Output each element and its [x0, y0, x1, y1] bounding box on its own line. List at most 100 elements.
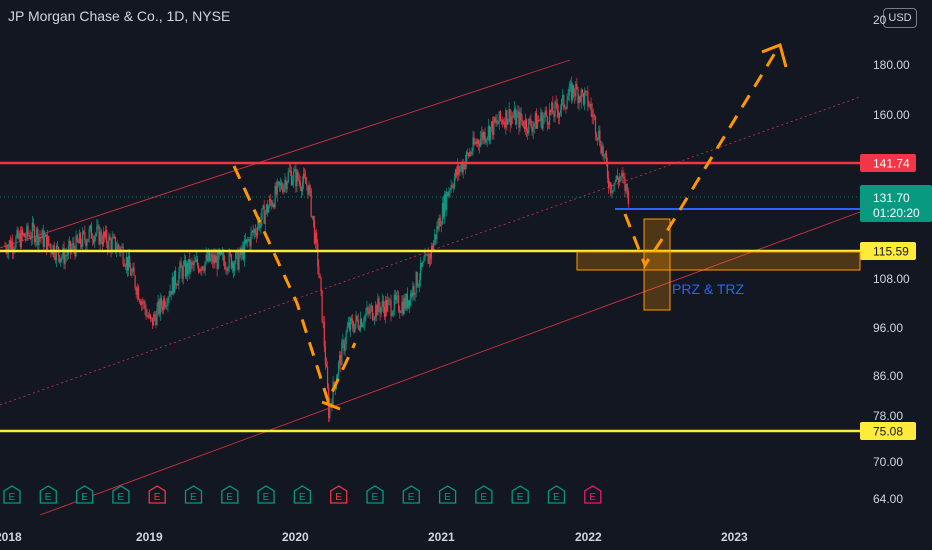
candle-body: [28, 234, 30, 236]
currency-button[interactable]: USD: [883, 8, 917, 28]
candle-body: [614, 181, 616, 184]
candle-body: [344, 343, 346, 351]
candle-body: [90, 225, 92, 239]
candle-body: [146, 315, 148, 317]
earnings-marker[interactable]: [39, 485, 57, 504]
candle-body: [62, 247, 64, 257]
candle-body: [475, 142, 477, 144]
earnings-marker[interactable]: [148, 485, 166, 504]
candle-body: [466, 152, 469, 154]
earnings-marker[interactable]: [330, 485, 348, 504]
candle-body: [204, 261, 206, 271]
candle-body: [19, 233, 21, 248]
candle-body: [275, 186, 277, 195]
prz-zone-horizontal[interactable]: [576, 251, 861, 271]
earnings-marker[interactable]: [438, 485, 457, 504]
candle-body: [483, 132, 485, 141]
candle-body: [228, 252, 230, 269]
candle-body: [141, 301, 143, 305]
candle-body: [422, 262, 424, 267]
candle-body: [428, 254, 430, 264]
candle-body: [489, 127, 492, 140]
candle-body: [450, 185, 452, 190]
candle-body: [68, 241, 71, 247]
candle-body: [562, 94, 564, 100]
candle-body: [389, 299, 391, 301]
earnings-marker[interactable]: [3, 485, 21, 504]
level-label: 115.59: [873, 245, 909, 259]
candle-body: [353, 327, 355, 332]
candle-body: [376, 304, 378, 316]
candle-body: [76, 235, 78, 241]
candle-body: [169, 290, 171, 297]
candle-body: [324, 346, 326, 365]
candle-body: [413, 285, 415, 295]
candle-body: [55, 245, 57, 261]
candle-body: [571, 84, 574, 100]
level-label: 75.08: [873, 425, 903, 439]
earnings-marker[interactable]: [547, 485, 566, 504]
candle-body: [203, 269, 205, 271]
earnings-marker[interactable]: [75, 485, 94, 504]
candle-body: [600, 144, 602, 154]
candle-body: [124, 266, 126, 267]
price-axis: 20 180.00 160.00 108.00 96.00 86.00 78.00 70.00…: [873, 13, 910, 506]
candle-body: [342, 340, 344, 343]
candle-body: [559, 109, 562, 114]
candle-body: [174, 270, 177, 285]
candle-body: [530, 119, 532, 127]
candle-body: [570, 83, 573, 100]
candle-body: [173, 270, 176, 294]
projection-path-future[interactable]: [623, 47, 780, 269]
earnings-marker[interactable]: [293, 485, 312, 504]
candle-body: [569, 83, 571, 87]
candle-body: [337, 362, 340, 376]
channel-lower[interactable]: [39, 211, 861, 516]
earnings-marker[interactable]: [584, 485, 602, 504]
earnings-marker[interactable]: [475, 485, 493, 504]
earnings-marker[interactable]: [402, 485, 420, 504]
candle-body: [289, 170, 292, 172]
candle-body: [239, 248, 241, 258]
candle-body: [189, 258, 191, 272]
candle-body: [215, 256, 217, 263]
candle-body: [59, 255, 61, 263]
candle-body: [224, 260, 226, 269]
projection-path-past[interactable]: [232, 165, 357, 406]
candle-body: [448, 190, 450, 196]
candle-body: [154, 314, 156, 317]
prz-zone-vertical[interactable]: [643, 218, 671, 311]
candle-body: [415, 272, 417, 294]
candle-body: [167, 297, 169, 306]
candle-body: [442, 202, 445, 217]
candle-body: [505, 110, 507, 128]
candle-body: [103, 232, 106, 238]
candle-body: [529, 118, 531, 120]
candle-body: [429, 254, 431, 259]
candle-body: [152, 317, 154, 326]
earnings-marker[interactable]: [511, 485, 529, 504]
channel-upper[interactable]: [0, 59, 571, 249]
candle-body: [577, 89, 579, 104]
candle-body: [78, 233, 80, 244]
earnings-marker[interactable]: [257, 485, 275, 504]
candle-body: [481, 132, 483, 139]
time-tick: 2023: [721, 530, 748, 544]
candle-body: [205, 254, 207, 262]
candle-body: [480, 138, 482, 147]
earnings-marker[interactable]: [184, 485, 203, 504]
candle-body: [351, 318, 353, 321]
candle-body: [80, 244, 83, 247]
earnings-marker[interactable]: [112, 485, 130, 504]
candle-body: [370, 305, 372, 309]
candle-body: [575, 83, 577, 97]
candle-body: [63, 247, 65, 265]
candle-body: [51, 251, 53, 255]
earnings-marker[interactable]: [221, 485, 239, 504]
candle-body: [47, 236, 49, 252]
candle-body: [97, 225, 99, 227]
earnings-marker[interactable]: [366, 485, 384, 504]
prz-zones: PRZ & TRZ: [576, 218, 861, 311]
